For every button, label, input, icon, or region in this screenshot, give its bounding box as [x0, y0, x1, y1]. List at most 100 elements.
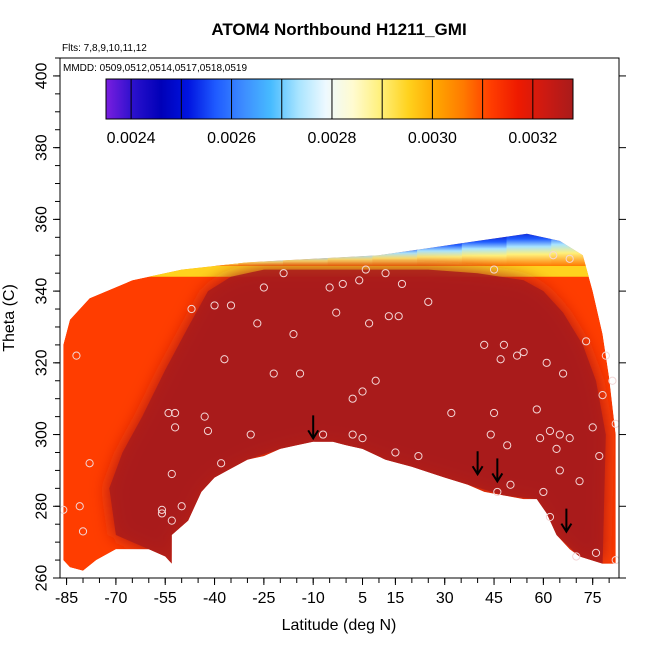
observation-point	[210, 301, 219, 310]
observation-point	[506, 480, 515, 489]
observation-point	[289, 330, 298, 339]
observation-point	[157, 509, 167, 518]
observation-point	[499, 340, 509, 349]
observation-point	[608, 376, 617, 385]
heatmap-field	[63, 233, 616, 571]
observation-point	[85, 459, 94, 468]
observation-point	[535, 434, 545, 443]
colorbar-tick-label: 0.0024	[107, 130, 156, 147]
observation-point	[167, 469, 176, 479]
observation-point	[397, 279, 407, 289]
observation-point	[545, 512, 555, 522]
observation-point	[279, 269, 288, 278]
y-axis-tick-label: 400	[34, 62, 51, 89]
x-axis-tick-label: -55	[154, 590, 177, 607]
observation-point	[555, 430, 564, 439]
observation-point	[355, 276, 364, 285]
arrow-marker	[307, 415, 320, 441]
colorbar-tick-label: 0.0032	[508, 130, 557, 147]
y-axis-tick-label: 340	[34, 278, 51, 305]
observation-point	[496, 355, 505, 364]
heatmap-band-step	[461, 233, 508, 266]
observation-point	[361, 265, 370, 274]
observation-point	[332, 308, 341, 317]
heatmap-band-step	[551, 233, 597, 266]
observation-point	[542, 358, 551, 367]
observation-point	[559, 369, 568, 378]
heatmap-band-step	[327, 244, 373, 266]
plot-frame	[59, 57, 620, 579]
observation-point	[325, 283, 334, 292]
observation-point	[447, 408, 456, 418]
observation-point	[364, 319, 374, 328]
x-axis-tick-label: 5	[358, 590, 367, 607]
observation-point	[220, 355, 229, 364]
observation-point	[493, 487, 502, 497]
y-axis-tick-label: 260	[34, 565, 51, 592]
observation-point	[532, 405, 541, 414]
x-axis-tick-label: -25	[252, 590, 275, 607]
y-axis-label: Theta (C)	[1, 284, 18, 352]
heatmap-band-step	[282, 248, 329, 266]
chart-title: ATOM4 Northbound H1211_GMI	[211, 20, 466, 39]
y-axis-tick-label: 380	[34, 134, 51, 161]
observation-point	[565, 254, 574, 263]
observation-point	[177, 502, 186, 511]
observation-point	[78, 527, 88, 536]
y-axis-tick-label: 320	[34, 349, 51, 376]
heatmap-band-step	[238, 253, 284, 266]
observation-point	[187, 304, 196, 314]
observation-point	[72, 351, 81, 360]
observation-point	[539, 487, 548, 497]
chart-subtitle-dates: MMDD: 0509,0512,0514,0517,0518,0519	[63, 63, 247, 74]
observation-point	[226, 301, 236, 310]
x-axis-tick-label: 75	[584, 590, 602, 607]
observation-point	[157, 505, 167, 514]
x-axis-tick-label: 15	[387, 590, 405, 607]
arrow-markers	[307, 415, 573, 534]
x-axis-tick-label: -10	[302, 590, 325, 607]
observation-point	[381, 269, 390, 278]
chart-subtitle-flights: Flts: 7,8,9,10,11,12	[62, 43, 147, 54]
observation-point	[582, 337, 591, 346]
x-axis-tick-label: 45	[485, 590, 503, 607]
x-axis: -85 -70 -55 -40 -25 -10 5 15 30 45 60 75	[55, 578, 610, 607]
observation-point	[489, 265, 499, 274]
colorbar-tick-label: 0.0030	[408, 130, 457, 147]
observation-point	[371, 376, 380, 385]
observation-point	[480, 340, 489, 349]
colorbar: 0.0024 0.0026 0.0028 0.0030 0.0032	[105, 78, 574, 147]
observation-point	[338, 279, 347, 289]
observation-point	[60, 505, 68, 514]
observation-point	[486, 430, 495, 439]
heatmap-core-solid	[109, 269, 606, 564]
x-axis-tick-label: 60	[534, 590, 552, 607]
x-axis-tick-label: -70	[104, 590, 127, 607]
observation-point	[519, 347, 528, 357]
observation-point	[348, 430, 357, 439]
arrow-marker	[491, 458, 504, 484]
heatmap-band-step	[506, 233, 552, 266]
observation-point	[358, 434, 367, 443]
observation-point	[489, 408, 499, 418]
arrow-marker	[471, 451, 484, 477]
observation-point	[572, 552, 581, 561]
observation-point	[203, 426, 213, 436]
colorbar-fill	[106, 79, 573, 119]
observation-point	[611, 555, 619, 565]
observation-point	[167, 516, 176, 525]
heatmap-band-step	[417, 235, 463, 266]
observation-point	[424, 297, 433, 306]
arrow-marker	[560, 508, 573, 534]
heatmap-layers	[63, 233, 616, 571]
x-axis-tick-label: 30	[436, 590, 454, 607]
observation-points	[60, 251, 619, 565]
observation-point	[565, 434, 574, 443]
y-axis-tick-label: 300	[34, 421, 51, 448]
observation-point	[384, 312, 393, 321]
colorbar-frame	[105, 78, 574, 120]
observation-point	[391, 448, 400, 457]
observation-point	[170, 408, 180, 418]
x-axis-label: Latitude (deg N)	[282, 617, 397, 634]
observation-point	[318, 430, 328, 439]
